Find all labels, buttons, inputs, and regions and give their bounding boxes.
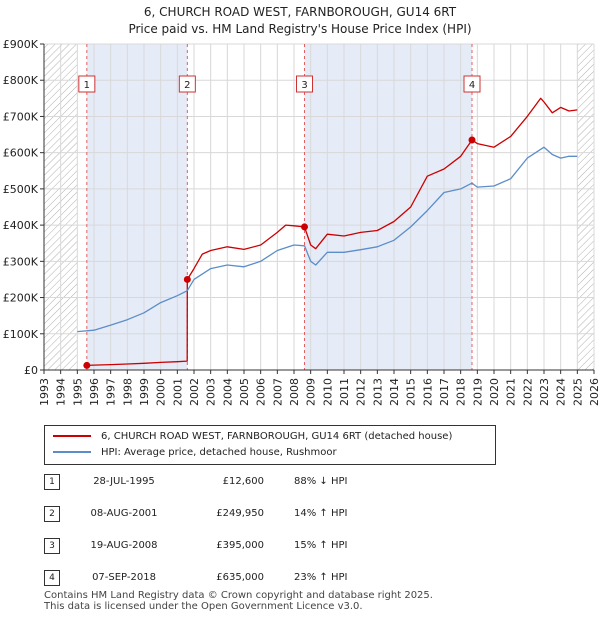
x-tick-label: 2000 bbox=[155, 378, 168, 406]
x-tick-label: 2023 bbox=[538, 378, 551, 406]
legend-item-hpi: HPI: Average price, detached house, Rush… bbox=[53, 446, 337, 460]
sale-hpi-change: 88% ↓ HPI bbox=[294, 476, 348, 487]
hpi-line bbox=[77, 146, 578, 333]
sale-point bbox=[468, 136, 476, 144]
legend-label-property: 6, CHURCH ROAD WEST, FARNBOROUGH, GU14 6… bbox=[101, 431, 453, 442]
price-chart: 1 2 3 4 £0 £100K £200K £300K £400K £500K £600K £70… bbox=[3, 38, 600, 406]
sale-marker-box bbox=[178, 75, 196, 93]
y-tick-label: £900K bbox=[3, 38, 39, 51]
x-tick-label: 1994 bbox=[55, 378, 68, 406]
x-tick-label: 2014 bbox=[388, 378, 401, 406]
x-tick-label: 2003 bbox=[205, 378, 218, 406]
y-tick-label: £400K bbox=[3, 219, 39, 232]
sale-number-badge: 2 bbox=[44, 506, 60, 522]
x-tick-label: 2016 bbox=[421, 378, 434, 406]
table-row: 3 19-AUG-2008 £395,000 15% ↑ HPI bbox=[44, 538, 444, 554]
sale-price: £249,950 bbox=[216, 508, 264, 519]
sale-marker-label: 3 bbox=[296, 75, 313, 93]
legend-swatch-property bbox=[53, 435, 91, 437]
sale-marker-number: 1 bbox=[84, 80, 90, 91]
x-tick-label: 2025 bbox=[571, 378, 584, 406]
legend-label-hpi: HPI: Average price, detached house, Rush… bbox=[101, 447, 337, 458]
x-tick-label: 2018 bbox=[455, 378, 468, 406]
sale-price: £395,000 bbox=[216, 540, 264, 551]
sale-marker-label: 1 bbox=[78, 75, 96, 93]
x-tick-label: 1997 bbox=[105, 378, 118, 406]
x-tick-label: 2009 bbox=[305, 378, 318, 406]
no-data-hatch bbox=[577, 44, 594, 370]
x-tick-label: 2008 bbox=[288, 378, 301, 406]
x-tick-label: 2006 bbox=[255, 378, 268, 406]
x-tick-label: 2024 bbox=[555, 378, 568, 406]
chart-subtitle: Price paid vs. HM Land Registry's House … bbox=[128, 22, 472, 36]
sale-marker-number: 2 bbox=[184, 80, 190, 91]
footer: Contains HM Land Registry data © Crown c… bbox=[44, 590, 433, 612]
sale-marker-box bbox=[296, 75, 313, 93]
sale-hpi-change: 15% ↑ HPI bbox=[294, 540, 348, 551]
x-tick-label: 2005 bbox=[238, 378, 251, 406]
sale-number-badge: 1 bbox=[44, 474, 60, 490]
table-row: 4 07-SEP-2018 £635,000 23% ↑ HPI bbox=[44, 570, 444, 586]
sale-date: 07-SEP-2018 bbox=[92, 572, 156, 583]
legend: 6, CHURCH ROAD WEST, FARNBOROUGH, GU14 6… bbox=[44, 425, 496, 465]
y-tick-label: £200K bbox=[3, 292, 39, 305]
sale-number-badge: 3 bbox=[44, 538, 60, 554]
legend-item-property: 6, CHURCH ROAD WEST, FARNBOROUGH, GU14 6… bbox=[53, 430, 452, 444]
table-row: 2 08-AUG-2001 £249,950 14% ↑ HPI bbox=[44, 506, 444, 522]
sale-marker-box bbox=[78, 75, 96, 93]
x-tick-label: 2019 bbox=[471, 378, 484, 406]
x-tick-label: 2002 bbox=[188, 378, 201, 406]
sale-point bbox=[301, 223, 308, 231]
y-tick-label: £300K bbox=[3, 255, 39, 268]
x-tick-label: 2007 bbox=[271, 378, 284, 406]
property-price-line bbox=[86, 97, 578, 367]
sale-hpi-change: 23% ↑ HPI bbox=[294, 572, 348, 583]
x-tick-label: 2022 bbox=[521, 378, 534, 406]
sale-price: £12,600 bbox=[222, 476, 264, 487]
footer-licence: This data is licensed under the Open Gov… bbox=[44, 601, 363, 612]
x-tick-label: 2020 bbox=[488, 378, 501, 406]
x-tick-label: 2013 bbox=[371, 378, 384, 406]
legend-swatch-hpi bbox=[53, 451, 91, 453]
chart-title: 6, CHURCH ROAD WEST, FARNBOROUGH, GU14 6… bbox=[143, 5, 457, 19]
x-tick-label: 1996 bbox=[88, 378, 101, 406]
sale-price: £635,000 bbox=[216, 572, 264, 583]
x-tick-label: 2011 bbox=[338, 378, 351, 406]
x-tick-label: 1995 bbox=[71, 378, 84, 406]
x-tick-label: 1999 bbox=[138, 378, 151, 406]
sale-marker-number: 4 bbox=[469, 80, 475, 91]
sale-marker-label: 4 bbox=[463, 75, 481, 93]
x-tick-label: 2017 bbox=[438, 378, 451, 406]
x-tick-label: 1998 bbox=[121, 378, 134, 406]
x-tick-label: 2012 bbox=[355, 378, 368, 406]
x-tick-label: 2026 bbox=[588, 378, 600, 406]
sale-number-badge: 4 bbox=[44, 570, 60, 586]
x-tick-label: 2001 bbox=[171, 378, 184, 406]
x-tick-label: 2021 bbox=[505, 378, 518, 406]
sale-point bbox=[183, 275, 191, 283]
x-tick-label: 2004 bbox=[221, 378, 234, 406]
y-tick-label: £600K bbox=[3, 147, 39, 160]
y-tick-label: £700K bbox=[3, 110, 39, 123]
x-tick-label: 2010 bbox=[321, 378, 334, 406]
y-tick-label: £500K bbox=[3, 183, 39, 196]
sale-date: 08-AUG-2001 bbox=[90, 508, 158, 519]
sale-period-shading bbox=[304, 44, 472, 370]
x-tick-label: 2015 bbox=[405, 378, 418, 406]
sale-date: 19-AUG-2008 bbox=[90, 540, 158, 551]
sale-date: 28-JUL-1995 bbox=[93, 476, 155, 487]
sale-period-shading bbox=[86, 44, 188, 370]
sale-hpi-change: 14% ↑ HPI bbox=[294, 508, 348, 519]
sale-point bbox=[83, 361, 91, 369]
y-tick-label: £0 bbox=[24, 364, 38, 377]
footer-copyright: Contains HM Land Registry data © Crown c… bbox=[44, 590, 433, 601]
y-tick-label: £100K bbox=[3, 328, 39, 341]
sale-marker-label: 2 bbox=[178, 75, 196, 93]
x-tick-label: 1993 bbox=[38, 378, 51, 406]
sale-marker-box bbox=[463, 75, 481, 93]
sale-marker-number: 3 bbox=[301, 80, 307, 91]
y-tick-label: £800K bbox=[3, 74, 39, 87]
table-row: 1 28-JUL-1995 £12,600 88% ↓ HPI bbox=[44, 474, 444, 490]
